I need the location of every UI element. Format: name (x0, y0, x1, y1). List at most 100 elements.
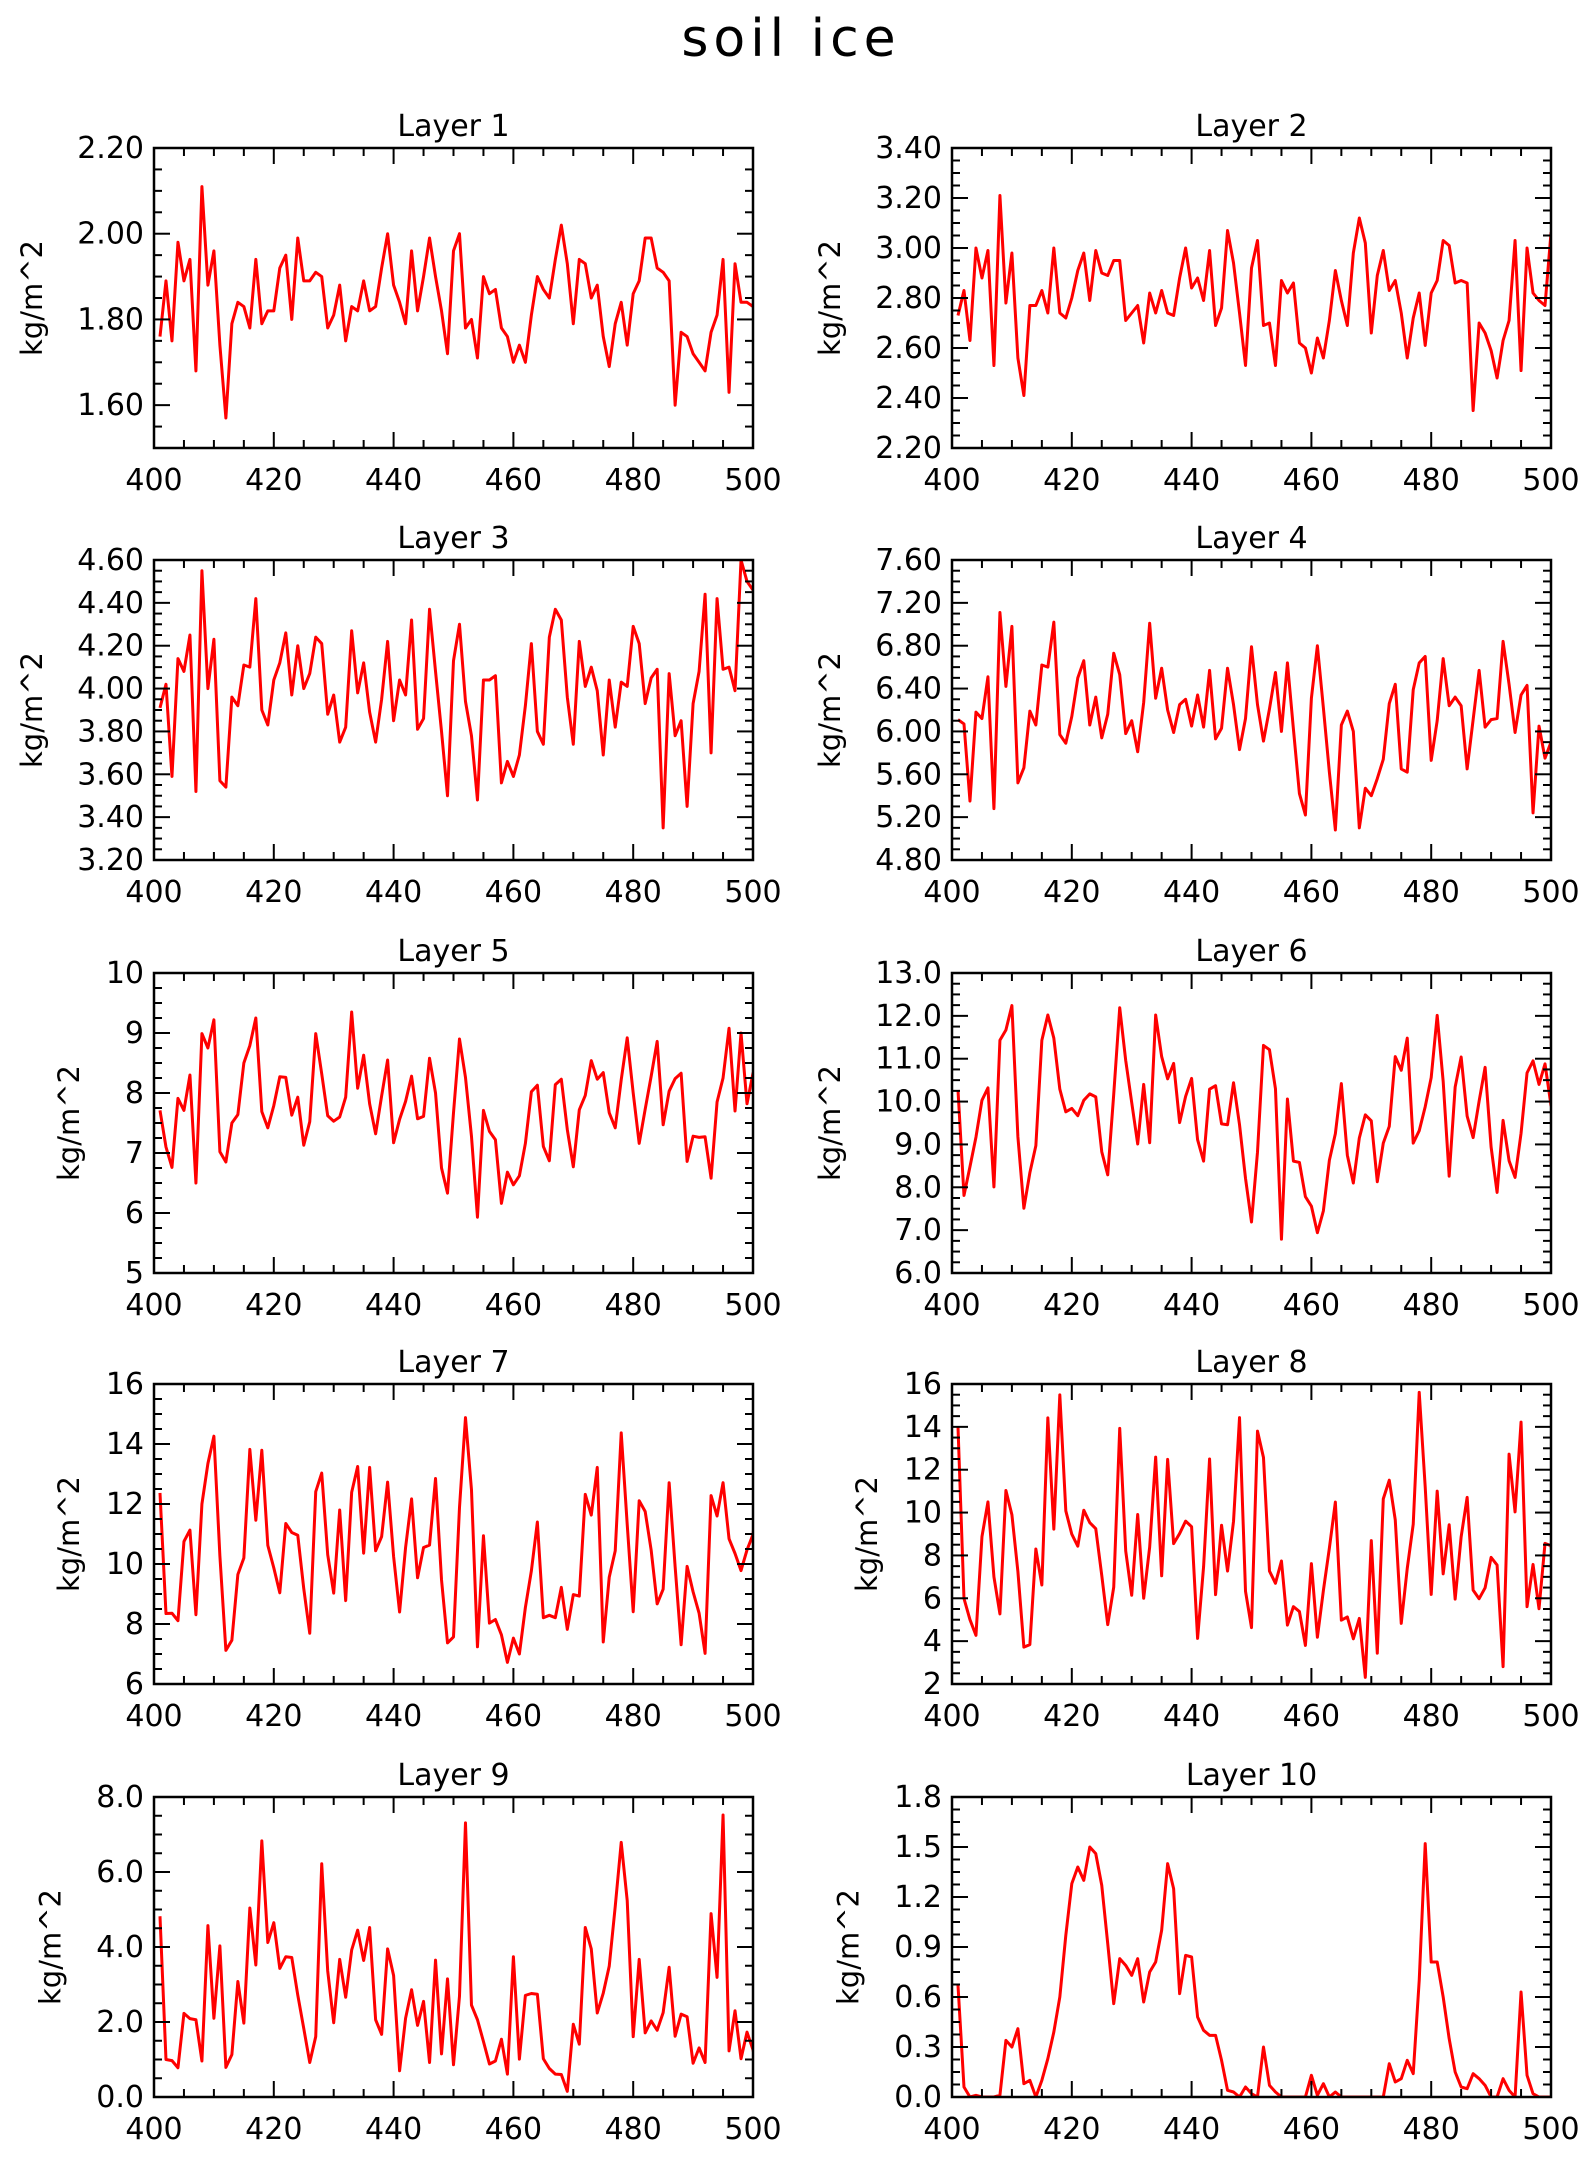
y-tick-label: 4.0 (96, 1930, 144, 1965)
y-tick-label: 16 (904, 1367, 942, 1402)
y-tick-label: 4.60 (77, 543, 144, 578)
series-line (956, 1390, 1551, 1679)
x-tick-label: 500 (1522, 875, 1579, 910)
x-tick-label: 500 (724, 1699, 781, 1734)
y-tick-label: 2 (923, 1667, 942, 1702)
x-tick-label: 400 (125, 875, 182, 910)
y-tick-label: 2.80 (875, 281, 942, 316)
y-tick-label: 1.5 (894, 1830, 942, 1865)
y-tick-label: 4 (923, 1624, 942, 1659)
y-tick-label: 4.20 (77, 629, 144, 664)
x-tick-label: 400 (923, 463, 980, 498)
x-tick-label: 460 (485, 875, 542, 910)
y-tick-label: 7 (125, 1136, 144, 1171)
x-tick-label: 440 (365, 875, 422, 910)
x-tick-label: 460 (1283, 1288, 1340, 1323)
series-line (158, 1813, 753, 2093)
x-tick-label: 400 (923, 1288, 980, 1323)
y-tick-label: 4.00 (77, 672, 144, 707)
panel-title: Layer 1 (397, 109, 509, 144)
y-tick-label: 7.0 (894, 1213, 942, 1248)
x-tick-label: 480 (605, 2112, 662, 2147)
y-tick-label: 6.0 (894, 1256, 942, 1291)
y-tick-label: 1.2 (894, 1880, 942, 1915)
y-tick-label: 12 (106, 1487, 144, 1522)
y-tick-label: 5.60 (875, 757, 942, 792)
y-tick-label: 3.40 (77, 800, 144, 835)
x-tick-label: 420 (1043, 875, 1100, 910)
y-axis-label: kg/m^2 (832, 1889, 866, 2005)
x-tick-label: 460 (485, 2112, 542, 2147)
y-axis-label: kg/m^2 (15, 240, 49, 356)
panel-title: Layer 10 (1186, 1758, 1317, 1793)
plot-frame (950, 971, 1553, 1275)
panel-layer-2: 400 420 440 460 480 500 2.20 2.40 2.60 2.80 3.00 3.… (813, 109, 1580, 498)
panel-layer-6: 400 420 440 460 480 500 6.0 7.0 8.0 9.0 10.0 11.0 12… (813, 934, 1580, 1323)
y-tick-label: 14 (106, 1427, 144, 1462)
panel-title: Layer 4 (1195, 521, 1307, 556)
y-tick-label: 2.40 (875, 381, 942, 416)
x-tick-label: 400 (923, 2112, 980, 2147)
y-tick-label: 12.0 (875, 999, 942, 1034)
y-tick-label: 3.40 (875, 131, 942, 166)
y-tick-label: 5 (125, 1256, 144, 1291)
y-tick-label: 6.0 (96, 1855, 144, 1890)
y-tick-label: 8 (125, 1076, 144, 1111)
y-tick-label: 2.0 (96, 2005, 144, 2040)
series-line (158, 1010, 753, 1219)
x-tick-label: 500 (1522, 2112, 1579, 2147)
panel-layer-3: 400 420 440 460 480 500 3.20 3.40 3.60 3.80 4.00 4.… (15, 521, 782, 910)
y-tick-label: 1.60 (77, 388, 144, 423)
x-tick-label: 440 (365, 1699, 422, 1734)
y-tick-label: 4.40 (77, 586, 144, 621)
x-tick-label: 500 (724, 463, 781, 498)
panel-layer-10: 400 420 440 460 480 500 0.0 0.3 0.6 0.9 1.2 1.5 1.8 k… (832, 1758, 1580, 2147)
y-tick-label: 3.60 (77, 757, 144, 792)
panel-layer-1: 400 420 440 460 480 500 1.60 1.80 2.00 2.20 kg/m^2… (15, 109, 782, 498)
plot-frame (950, 1795, 1553, 2099)
y-tick-label: 6 (923, 1581, 942, 1616)
y-axis-label: kg/m^2 (52, 1476, 86, 1592)
y-tick-label: 2.60 (875, 331, 942, 366)
panel-layer-7: 400 420 440 460 480 500 6 8 10 12 14 16 kg/m^2 Layer … (52, 1345, 782, 1734)
y-axis-label: kg/m^2 (813, 240, 847, 356)
series-line (956, 1842, 1551, 2097)
y-tick-label: 2.20 (77, 131, 144, 166)
x-tick-label: 460 (485, 1699, 542, 1734)
y-tick-label: 3.00 (875, 231, 942, 266)
panel-layer-9: 400 420 440 460 480 500 0.0 2.0 4.0 6.0 8.0 kg/m^2 L… (34, 1758, 782, 2147)
panel-title: Layer 2 (1195, 109, 1307, 144)
x-tick-label: 500 (724, 2112, 781, 2147)
y-tick-label: 8 (923, 1538, 942, 1573)
x-tick-label: 480 (605, 1288, 662, 1323)
x-tick-label: 440 (1163, 1288, 1220, 1323)
x-tick-label: 480 (1403, 1288, 1460, 1323)
x-tick-label: 500 (724, 875, 781, 910)
x-tick-label: 480 (1403, 2112, 1460, 2147)
y-tick-label: 0.0 (894, 2080, 942, 2115)
y-tick-label: 8 (125, 1607, 144, 1642)
y-tick-label: 6 (125, 1667, 144, 1702)
x-tick-label: 440 (365, 463, 422, 498)
x-tick-label: 480 (1403, 463, 1460, 498)
y-tick-label: 13.0 (875, 956, 942, 991)
x-tick-label: 480 (605, 875, 662, 910)
x-tick-label: 480 (605, 1699, 662, 1734)
x-tick-label: 420 (1043, 1699, 1100, 1734)
x-tick-label: 460 (1283, 2112, 1340, 2147)
y-axis-label: kg/m^2 (52, 1065, 86, 1181)
y-tick-label: 9.0 (894, 1127, 942, 1162)
panel-title: Layer 5 (397, 934, 509, 969)
series-line (956, 1004, 1551, 1241)
y-tick-label: 7.20 (875, 586, 942, 621)
x-tick-label: 400 (923, 1699, 980, 1734)
y-axis-label: kg/m^2 (34, 1889, 68, 2005)
y-tick-label: 4.80 (875, 843, 942, 878)
x-tick-label: 400 (125, 463, 182, 498)
panel-title: Layer 8 (1195, 1345, 1307, 1380)
y-tick-label: 11.0 (875, 1042, 942, 1077)
x-tick-label: 500 (1522, 1288, 1579, 1323)
series-line (957, 611, 1551, 832)
y-axis-label: kg/m^2 (813, 1065, 847, 1181)
